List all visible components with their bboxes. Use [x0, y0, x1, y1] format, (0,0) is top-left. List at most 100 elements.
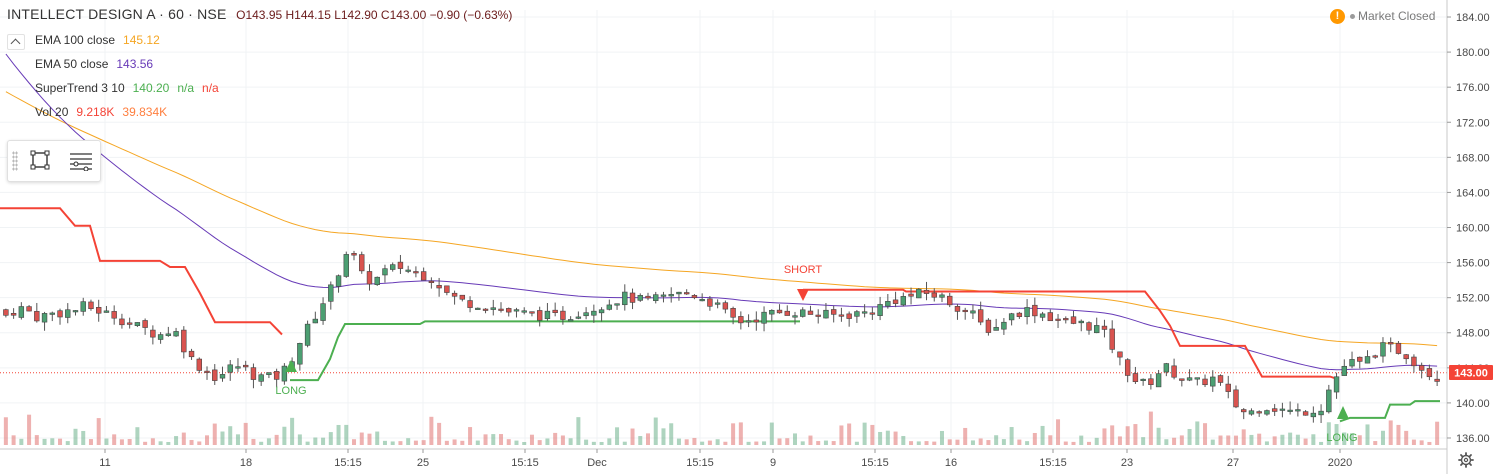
volume-bar — [166, 441, 171, 445]
legend-name: EMA 50 close — [35, 57, 109, 71]
candle — [521, 307, 527, 315]
candle — [1055, 314, 1061, 329]
time-tick-label: 2020 — [1328, 457, 1352, 469]
volume-bar — [104, 438, 109, 445]
volume-bar — [1148, 411, 1153, 445]
volume-bar — [831, 441, 836, 445]
volume-bar — [1303, 438, 1308, 445]
candle — [885, 293, 891, 309]
volume-bar — [468, 427, 473, 445]
volume-bar — [266, 438, 271, 445]
volume-bar — [1396, 424, 1401, 445]
candle — [1241, 408, 1247, 420]
volume-bar — [81, 430, 86, 445]
volume-bar — [1280, 434, 1285, 445]
candle — [49, 311, 55, 322]
candle — [258, 372, 264, 386]
candle — [359, 251, 365, 274]
candle — [1070, 310, 1077, 325]
volume-bar — [228, 426, 233, 445]
volume-bar — [560, 435, 565, 445]
candle — [1310, 406, 1317, 423]
candle — [1333, 372, 1340, 399]
volume-bar — [1001, 439, 1006, 445]
price-tick-label: 172.00 — [1456, 117, 1490, 129]
short-label: SHORT — [784, 264, 823, 276]
candle — [668, 287, 674, 303]
volume-bar — [390, 441, 395, 445]
volume-bar — [135, 427, 140, 445]
candle — [1171, 358, 1177, 380]
volume-bar — [939, 430, 944, 445]
candle — [1001, 318, 1007, 335]
volume-bar — [1326, 422, 1331, 445]
candle — [931, 288, 937, 302]
candle — [977, 301, 984, 326]
legend-value: 145.12 — [123, 33, 160, 47]
volume-bar — [251, 438, 256, 445]
candle — [1063, 316, 1069, 324]
rectangle-icon[interactable] — [30, 150, 50, 170]
long-label: LONG — [275, 385, 306, 397]
volume-bar — [1435, 421, 1440, 445]
legend-row[interactable]: Vol 20 9.218K 39.834K — [35, 105, 167, 119]
candle — [1032, 297, 1038, 324]
legend-row[interactable]: SuperTrend 3 10 140.20 n/a n/a — [35, 81, 219, 95]
object-tree-icon[interactable] — [68, 151, 94, 171]
candle — [536, 306, 543, 327]
candle — [80, 297, 86, 316]
market-status[interactable]: ! Market Closed — [1330, 9, 1435, 25]
candle — [784, 305, 790, 316]
candle — [660, 291, 667, 303]
supertrend-up-line-1 — [290, 320, 800, 382]
volume-bar — [1334, 424, 1339, 445]
candle — [1434, 370, 1440, 387]
volume-bar — [1164, 439, 1169, 445]
signal-long-2: LONG — [1326, 406, 1358, 444]
volume-bar — [591, 441, 596, 445]
volume-bar — [893, 431, 898, 445]
candle — [1155, 369, 1162, 388]
candle — [606, 299, 613, 311]
volume-bar — [994, 435, 999, 445]
legend-row[interactable]: EMA 50 close 143.56 — [35, 57, 153, 71]
volume-bar — [1241, 429, 1246, 445]
price-tick-label: 168.00 — [1456, 152, 1490, 164]
warning-icon[interactable]: ! — [1330, 9, 1345, 25]
legend-name: Vol 20 — [35, 105, 69, 119]
volume-bar — [1295, 434, 1300, 445]
candle — [1388, 337, 1394, 353]
candle — [1326, 384, 1332, 414]
candle — [962, 307, 968, 320]
volume-bar — [955, 439, 960, 445]
time-tick-label: 11 — [99, 457, 110, 469]
legend-row[interactable]: EMA 100 close 145.12 — [35, 33, 160, 47]
volume-bar — [328, 432, 333, 445]
candle — [1117, 351, 1123, 366]
candle — [250, 363, 257, 389]
gear-icon[interactable] — [1458, 452, 1474, 468]
candle — [374, 276, 380, 286]
candle — [1194, 377, 1200, 386]
volume-bar — [823, 440, 828, 445]
candle — [676, 291, 682, 301]
drag-handle-icon[interactable] — [12, 151, 18, 171]
collapse-legend-button[interactable] — [7, 34, 25, 50]
candle — [1148, 374, 1154, 390]
candle — [1047, 309, 1054, 322]
candle — [954, 303, 961, 320]
volume-bar — [553, 432, 558, 445]
symbol-title[interactable]: INTELLECT DESIGN A · 60 · NSE — [7, 6, 227, 22]
candle — [382, 264, 388, 283]
volume-bar — [96, 418, 101, 445]
volume-bar — [924, 441, 929, 445]
volume-bar — [1350, 433, 1355, 445]
candle — [1078, 319, 1084, 332]
candle — [877, 296, 883, 321]
candle — [1295, 403, 1301, 417]
volume-bar — [305, 441, 310, 445]
time-tick-label: 15:15 — [1039, 457, 1067, 469]
candle — [892, 291, 899, 308]
candle — [444, 285, 450, 296]
